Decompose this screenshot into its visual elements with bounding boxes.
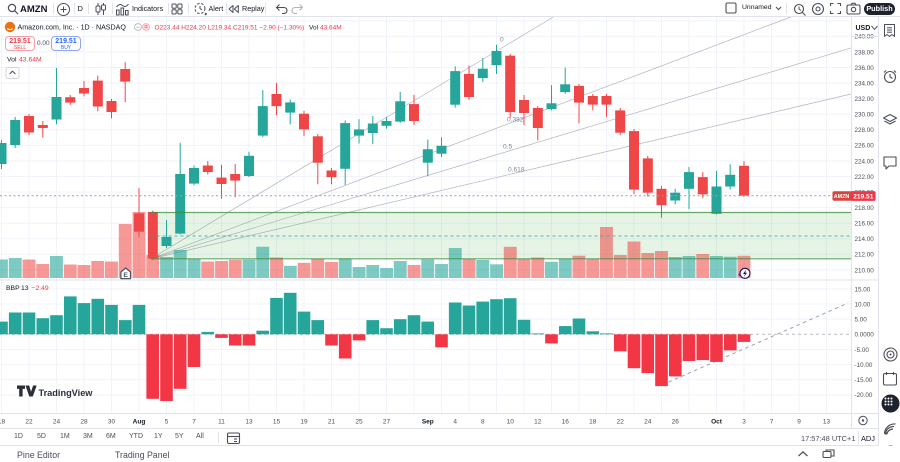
svg-text:Amazon.com, Inc. · 1D · NASDAQ: Amazon.com, Inc. · 1D · NASDAQ bbox=[18, 24, 127, 32]
svg-text:24: 24 bbox=[644, 418, 652, 425]
svg-text:28: 28 bbox=[80, 418, 88, 425]
svg-text:TradingView: TradingView bbox=[39, 388, 94, 398]
svg-text:Oct: Oct bbox=[711, 418, 723, 425]
svg-text:16: 16 bbox=[562, 418, 570, 425]
svg-text:13: 13 bbox=[21, 285, 29, 292]
svg-text:11: 11 bbox=[218, 418, 225, 425]
svg-text:-15.00: -15.00 bbox=[855, 377, 873, 384]
svg-text:15.00: 15.00 bbox=[855, 286, 871, 293]
svg-text:18: 18 bbox=[589, 418, 597, 425]
svg-text:Sep: Sep bbox=[422, 418, 434, 425]
svg-text:19: 19 bbox=[300, 418, 308, 425]
svg-text:10: 10 bbox=[507, 418, 515, 425]
svg-text:USD: USD bbox=[856, 25, 871, 32]
svg-text:22: 22 bbox=[617, 418, 625, 425]
svg-text:210.00: 210.00 bbox=[855, 267, 875, 274]
svg-text:13: 13 bbox=[245, 418, 253, 425]
svg-text:−2.49: −2.49 bbox=[32, 285, 49, 292]
svg-text:24: 24 bbox=[53, 418, 61, 425]
svg-text:O223.44 H224.20 L219.34 C219.5: O223.44 H224.20 L219.34 C219.51 −2.90 (−… bbox=[155, 25, 305, 32]
svg-text:−: − bbox=[136, 25, 140, 31]
svg-text:Aug: Aug bbox=[133, 418, 146, 425]
svg-text:9: 9 bbox=[797, 418, 801, 425]
svg-text:25: 25 bbox=[355, 418, 363, 425]
svg-text:18: 18 bbox=[0, 418, 5, 425]
svg-text:0: 0 bbox=[500, 37, 504, 44]
svg-text:26: 26 bbox=[672, 418, 680, 425]
svg-text:15: 15 bbox=[273, 418, 281, 425]
svg-text:12: 12 bbox=[534, 418, 542, 425]
svg-text:7: 7 bbox=[192, 418, 196, 425]
svg-text:0.5: 0.5 bbox=[503, 144, 512, 151]
svg-text:232.00: 232.00 bbox=[855, 96, 875, 103]
svg-text:3: 3 bbox=[742, 418, 746, 425]
svg-text:AMZN: AMZN bbox=[834, 194, 850, 200]
svg-text:236.00: 236.00 bbox=[855, 65, 875, 72]
svg-text:0.0000: 0.0000 bbox=[855, 332, 875, 339]
svg-text:5.00: 5.00 bbox=[855, 316, 868, 323]
svg-text:=: = bbox=[144, 25, 148, 31]
svg-text:238.00: 238.00 bbox=[855, 49, 875, 56]
svg-text:5: 5 bbox=[165, 418, 169, 425]
svg-text:-20.00: -20.00 bbox=[855, 392, 873, 399]
svg-text:228.00: 228.00 bbox=[855, 127, 875, 134]
svg-text:4: 4 bbox=[453, 418, 457, 425]
svg-text:240.00: 240.00 bbox=[855, 34, 875, 41]
svg-text:7: 7 bbox=[770, 418, 774, 425]
svg-text:-10.00: -10.00 bbox=[855, 362, 873, 369]
svg-text:230.00: 230.00 bbox=[855, 112, 875, 119]
svg-text:-5.00: -5.00 bbox=[855, 347, 870, 354]
svg-text:0.618: 0.618 bbox=[508, 167, 525, 174]
svg-text:0.382: 0.382 bbox=[507, 117, 524, 124]
svg-text:8: 8 bbox=[481, 418, 485, 425]
svg-text:219.51: 219.51 bbox=[853, 194, 874, 201]
svg-text:214.00: 214.00 bbox=[855, 236, 875, 243]
svg-text:BBP: BBP bbox=[6, 285, 20, 292]
svg-text:43.64M: 43.64M bbox=[320, 25, 342, 32]
svg-text:13: 13 bbox=[823, 418, 831, 425]
svg-text:E: E bbox=[123, 272, 128, 279]
svg-text:234.00: 234.00 bbox=[855, 80, 875, 87]
svg-text:27: 27 bbox=[383, 418, 391, 425]
svg-text:218.00: 218.00 bbox=[855, 205, 875, 212]
svg-text:Vol: Vol bbox=[309, 25, 319, 32]
svg-text:30: 30 bbox=[108, 418, 116, 425]
svg-text:43.64M: 43.64M bbox=[19, 57, 42, 64]
svg-text:10.00: 10.00 bbox=[855, 301, 871, 308]
svg-text:224.00: 224.00 bbox=[855, 158, 875, 165]
svg-text:216.00: 216.00 bbox=[855, 221, 875, 228]
svg-text:212.00: 212.00 bbox=[855, 252, 875, 259]
svg-text:226.00: 226.00 bbox=[855, 143, 875, 150]
svg-text:Vol: Vol bbox=[7, 57, 17, 64]
svg-text:222.00: 222.00 bbox=[855, 174, 875, 181]
svg-text:22: 22 bbox=[25, 418, 33, 425]
svg-text:21: 21 bbox=[328, 418, 336, 425]
